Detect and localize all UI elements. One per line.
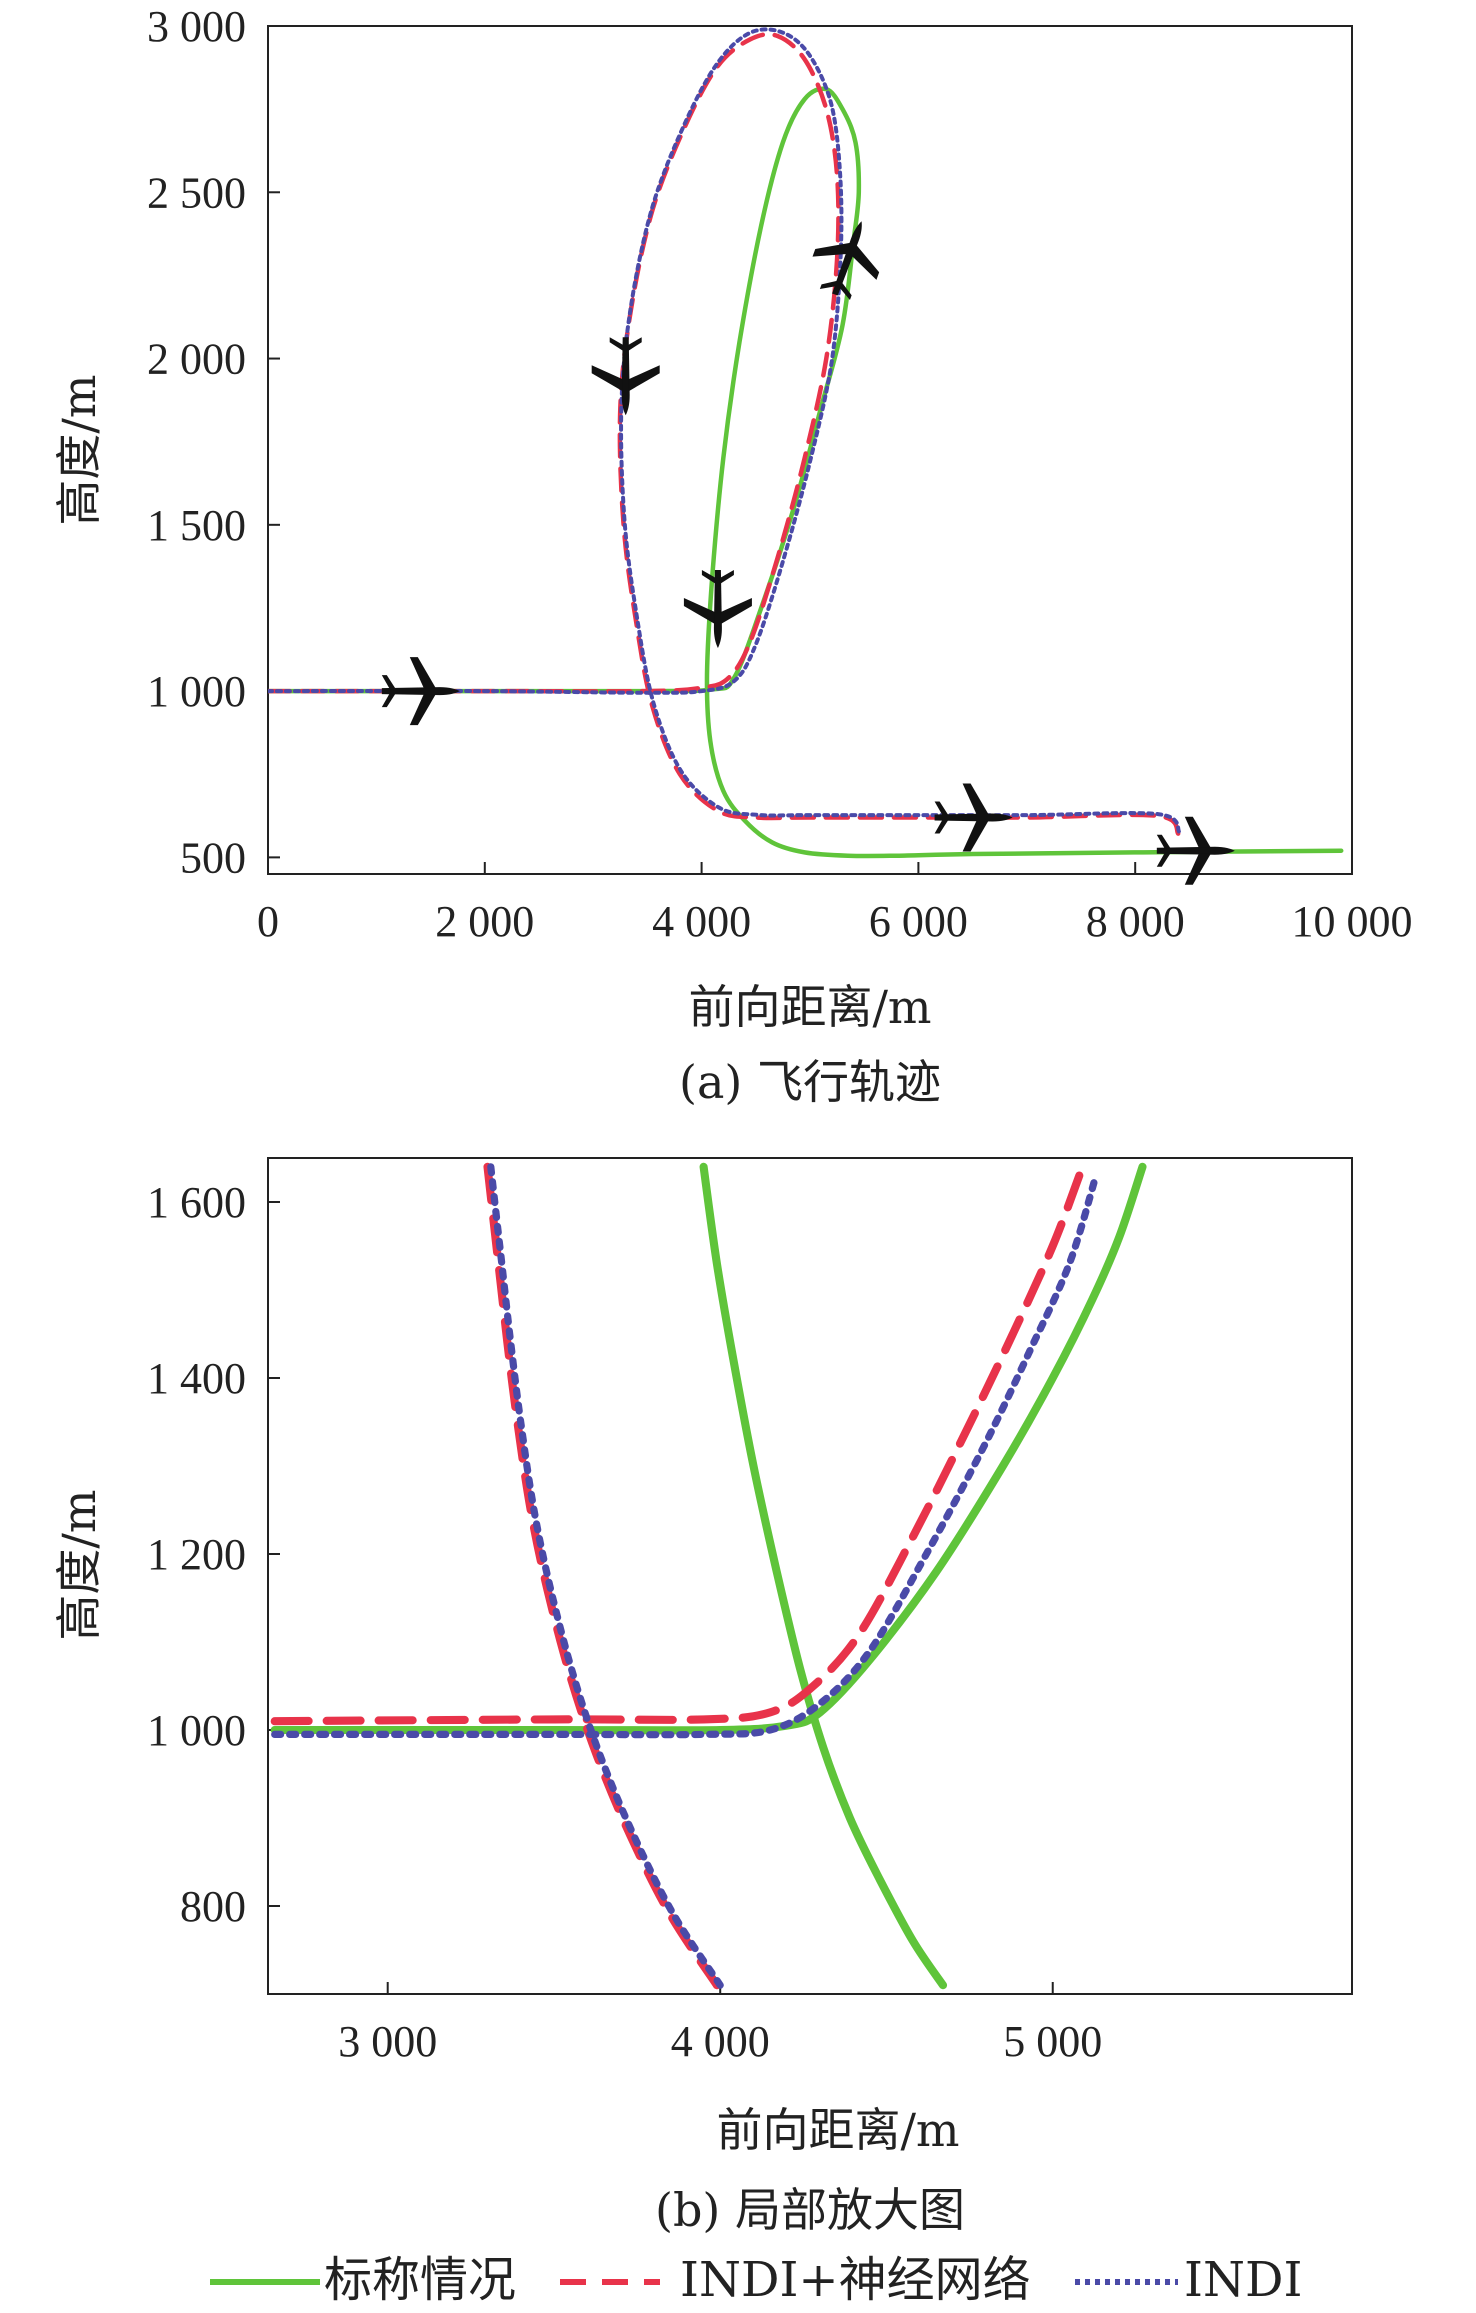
aircraft-icon [683, 570, 752, 648]
legend-label-indi: INDI [1184, 2252, 1302, 2308]
y-tick-label-b: 800 [180, 1882, 246, 1931]
y-tick-label-a: 2 000 [147, 335, 246, 384]
series-line-indi-b [487, 1163, 724, 1989]
aircraft-icons [381, 209, 1235, 885]
y-axis-label-a: 高度/m [52, 374, 106, 525]
series-line-nominal-b [270, 1162, 1147, 1735]
y-tick-label-a: 2 500 [147, 168, 246, 217]
x-tick-label-a: 0 [257, 897, 279, 946]
series-group-a [268, 27, 1344, 859]
axis-ticks-b: 3 000 4 000 5 000 800 1 000 1 200 1 400 1 600 [147, 1178, 1102, 2066]
x-tick-label-b: 4 000 [671, 2017, 770, 2066]
aircraft-icon [934, 783, 1013, 852]
series-line-indi-nn-a [268, 32, 1181, 837]
series-line-nominal-b [699, 1162, 948, 1990]
chart-local-zoom: 3 000 4 000 5 000 800 1 000 1 200 1 400 1 600 前… [52, 1157, 1353, 2237]
legend-item-nominal: 标称情况 [210, 2252, 516, 2308]
plot-frame-a [267, 25, 1353, 875]
x-tick-label-b: 3 000 [338, 2017, 437, 2066]
axis-ticks-a: 0 2 000 4 000 6 000 8 000 10 000 500 1 000 1 500… [147, 2, 1413, 946]
x-tick-label-a: 8 000 [1086, 897, 1185, 946]
y-tick-label-a: 500 [180, 833, 246, 882]
series-line-indi-nn-b [483, 1162, 721, 1990]
caption-a: (a) 飞行轨迹 [679, 1055, 941, 1109]
chart-flight-trajectory: 0 2 000 4 000 6 000 8 000 10 000 500 1 000 1 500… [52, 2, 1413, 1109]
y-axis-label-b: 高度/m [52, 1489, 106, 1640]
x-tick-label-a: 10 000 [1292, 897, 1413, 946]
y-tick-label-a: 3 000 [147, 2, 246, 51]
x-tick-label-a: 6 000 [869, 897, 968, 946]
x-tick-label-b: 5 000 [1003, 2017, 1102, 2066]
series-line-indi-b [271, 1172, 1100, 1739]
y-tick-label-b: 1 000 [147, 1706, 246, 1755]
y-tick-label-a: 1 000 [147, 667, 246, 716]
y-tick-label-a: 1 500 [147, 501, 246, 550]
legend-item-indi: INDI [1075, 2252, 1302, 2308]
series-line-indi-nn-b [270, 1171, 1084, 1726]
x-axis-label-a: 前向距离/m [688, 980, 931, 1034]
legend-item-indi-nn: INDI+神经网络 [560, 2252, 1031, 2308]
y-tick-label-b: 1 400 [147, 1354, 246, 1403]
legend: 标称情况 INDI+神经网络 INDI [210, 2252, 1302, 2308]
x-tick-label-a: 2 000 [435, 897, 534, 946]
aircraft-icon [591, 337, 660, 416]
y-tick-label-b: 1 600 [147, 1178, 246, 1227]
x-tick-label-a: 4 000 [652, 897, 751, 946]
legend-label-nominal: 标称情况 [324, 2252, 516, 2308]
caption-b: (b) 局部放大图 [655, 2183, 965, 2237]
series-line-indi-a [268, 27, 1182, 835]
legend-label-indi-nn: INDI+神经网络 [680, 2252, 1031, 2308]
series-group-b [270, 1162, 1147, 1990]
aircraft-icon [381, 657, 460, 726]
plot-frame-b [267, 1157, 1353, 1995]
series-line-nominal-a [268, 86, 1344, 859]
aircraft-icon [802, 209, 894, 307]
y-tick-label-b: 1 200 [147, 1530, 246, 1579]
x-axis-label-b: 前向距离/m [716, 2103, 959, 2157]
